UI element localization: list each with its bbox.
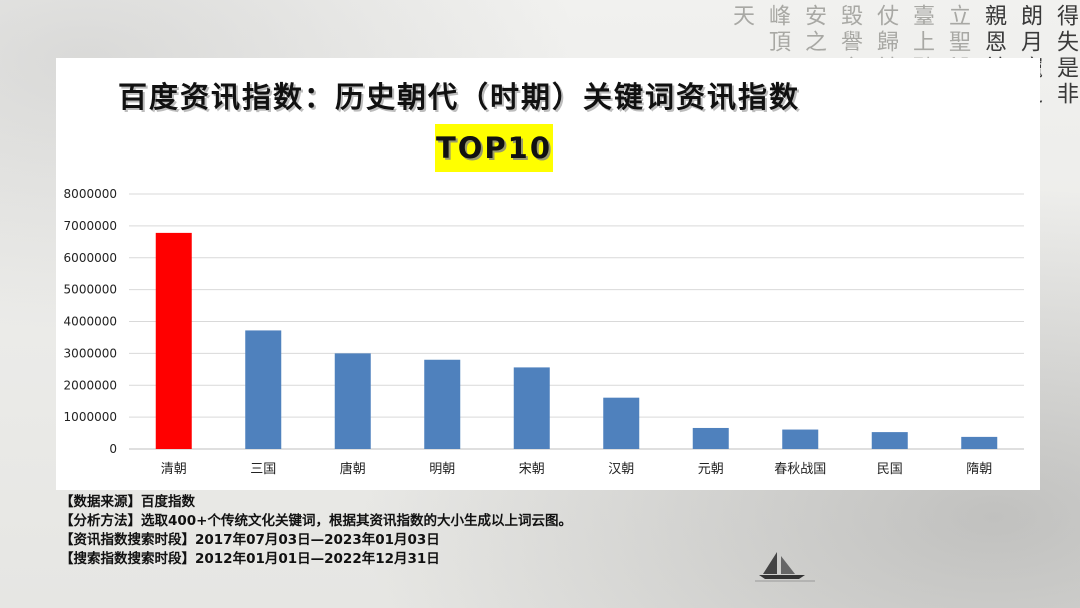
y-tick-label: 1000000 [64, 410, 117, 424]
x-tick-label: 汉朝 [608, 462, 634, 477]
calligraphy-column: 峰頂 [765, 4, 790, 56]
notes-block: 【数据来源】百度指数 【分析方法】选取400+个传统文化关键词，根据其资讯指数的… [60, 493, 760, 569]
y-tick-label: 2000000 [64, 378, 117, 392]
bar [424, 359, 461, 449]
bar [334, 353, 371, 449]
chart-subtitle-badge: TOP10 [435, 124, 553, 172]
bar-chart: 0 1000000 2000000 3000000 4000000 5000000 6000… [64, 187, 1024, 477]
x-tick-label: 隋朝 [966, 462, 992, 477]
calligraphy-column: 安之 [801, 4, 826, 56]
x-tick-label: 民国 [877, 462, 903, 477]
chart-title: 百度资讯指数：历史朝代（时期）关键词资讯指数 [118, 80, 801, 114]
note-analysis-method: 【分析方法】选取400+个传统文化关键词，根据其资讯指数的大小生成以上词云图。 [60, 513, 572, 529]
y-tick-label: 3000000 [64, 346, 117, 360]
bar [603, 397, 640, 449]
x-tick-label: 三国 [250, 462, 276, 477]
bar [245, 330, 282, 449]
y-tick-label: 0 [109, 442, 117, 456]
x-tick-label: 清朝 [161, 462, 187, 477]
note-search-index-period: 【搜索指数搜索时段】2012年01月01日—2022年12月31日 [60, 551, 440, 567]
x-tick-label: 元朝 [698, 462, 724, 477]
y-tick-label: 7000000 [64, 219, 117, 233]
bar [961, 436, 998, 449]
calligraphy-column: 得失是非 [1053, 4, 1078, 108]
y-tick-label: 4000000 [64, 315, 117, 329]
bar [513, 367, 550, 449]
y-tick-label: 8000000 [64, 187, 117, 201]
x-tick-label: 春秋战国 [774, 462, 826, 477]
y-tick-label: 6000000 [64, 251, 117, 265]
y-tick-label: 5000000 [64, 283, 117, 297]
note-data-source: 【数据来源】百度指数 [60, 494, 195, 510]
sailboat-icon [755, 552, 815, 582]
note-news-index-period: 【资讯指数搜索时段】2017年07月03日—2023年01月03日 [60, 532, 440, 548]
bar [871, 432, 908, 449]
bar [692, 427, 729, 449]
calligraphy-column: 天 [729, 4, 754, 30]
x-tick-label: 明朝 [429, 462, 455, 477]
bar [155, 232, 192, 449]
x-tick-label: 宋朝 [519, 462, 545, 477]
x-tick-label: 唐朝 [340, 461, 366, 477]
bar [782, 429, 819, 449]
